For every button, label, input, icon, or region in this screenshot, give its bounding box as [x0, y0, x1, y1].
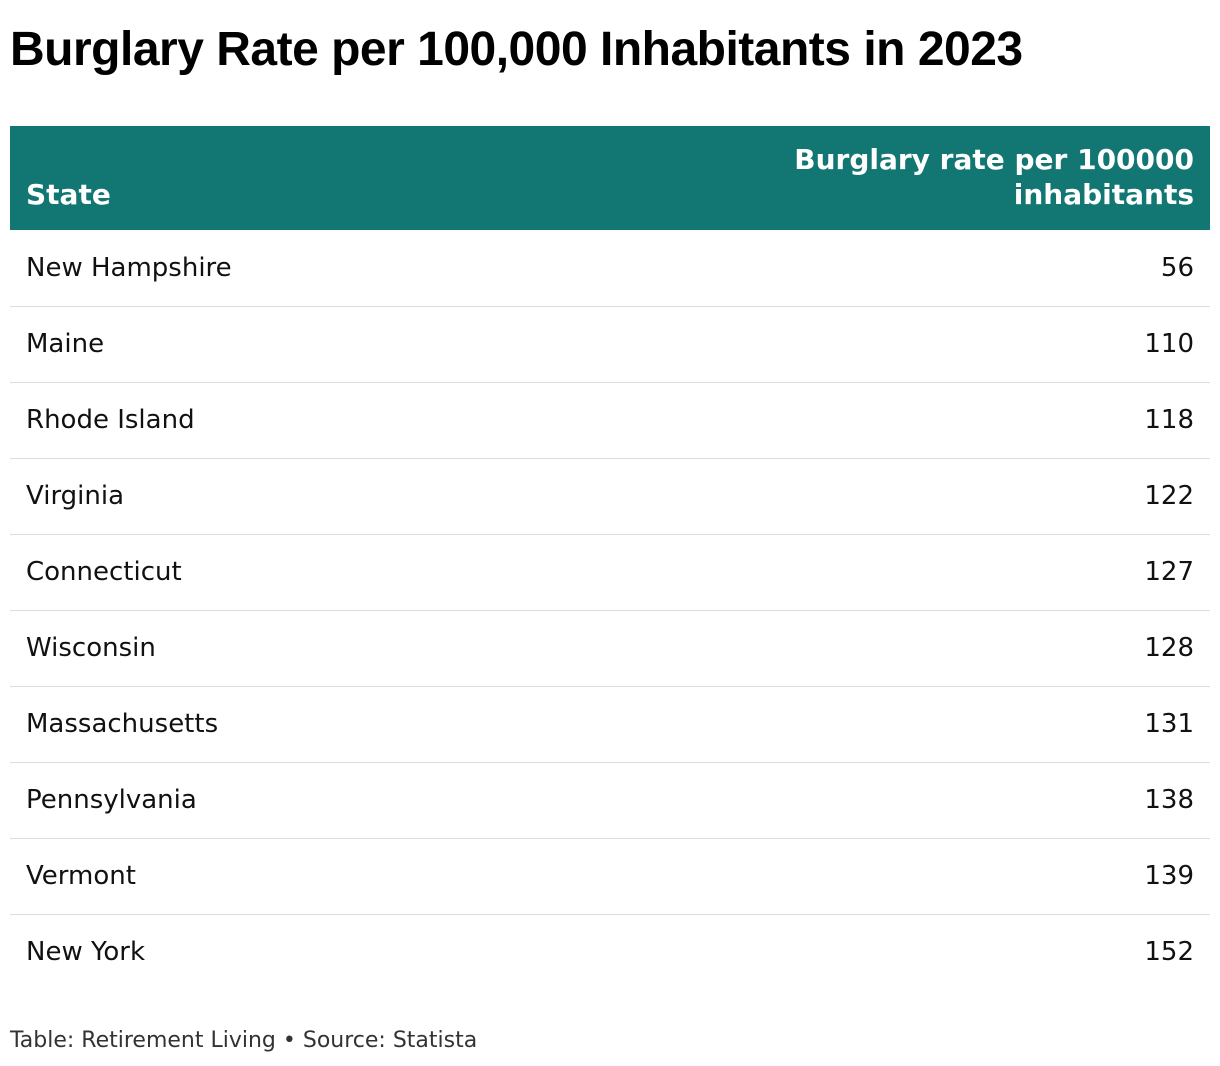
cell-burglary-rate: 122 [1144, 481, 1194, 511]
cell-burglary-rate: 56 [1160, 252, 1194, 283]
table-row: Wisconsin 128 [10, 610, 1210, 686]
cell-burglary-rate: 128 [1144, 633, 1194, 663]
table-row: New York 152 [10, 914, 1210, 990]
cell-burglary-rate: 110 [1144, 329, 1194, 359]
table-row: Pennsylvania 138 [10, 762, 1210, 838]
table-row: New Hampshire 56 [10, 230, 1210, 306]
table-row: Vermont 139 [10, 838, 1210, 914]
table-row: Maine 110 [10, 306, 1210, 382]
cell-burglary-rate: 127 [1144, 557, 1194, 587]
cell-state: Wisconsin [26, 633, 156, 663]
cell-state: Virginia [26, 481, 125, 511]
cell-burglary-rate: 139 [1144, 861, 1194, 891]
column-header-burglary-rate: Burglary rate per 100000 inhabitants [794, 143, 1194, 211]
cell-burglary-rate: 138 [1144, 785, 1194, 815]
chart-title: Burglary Rate per 100,000 Inhabitants in… [10, 23, 1023, 76]
column-header-state: State [26, 178, 111, 211]
cell-state: Rhode Island [26, 405, 195, 435]
table-row: Connecticut 127 [10, 534, 1210, 610]
table-source-footer: Table: Retirement Living • Source: Stati… [10, 1028, 478, 1053]
burglary-rate-table: State Burglary rate per 100000 inhabitan… [10, 126, 1210, 990]
cell-state: Connecticut [26, 557, 182, 587]
table-header-row: State Burglary rate per 100000 inhabitan… [10, 126, 1210, 230]
cell-burglary-rate: 131 [1144, 709, 1194, 739]
cell-burglary-rate: 152 [1144, 937, 1194, 968]
cell-burglary-rate: 118 [1144, 405, 1194, 435]
cell-state: Massachusetts [26, 709, 219, 739]
cell-state: Vermont [26, 861, 136, 891]
cell-state: Maine [26, 329, 105, 359]
cell-state: New Hampshire [26, 252, 232, 283]
table-row: Rhode Island 118 [10, 382, 1210, 458]
table-row: Massachusetts 131 [10, 686, 1210, 762]
table-row: Virginia 122 [10, 458, 1210, 534]
cell-state: New York [26, 937, 146, 968]
table-body: New Hampshire 56 Maine 110 Rhode Island 118 Vi… [10, 230, 1210, 990]
cell-state: Pennsylvania [26, 785, 197, 815]
